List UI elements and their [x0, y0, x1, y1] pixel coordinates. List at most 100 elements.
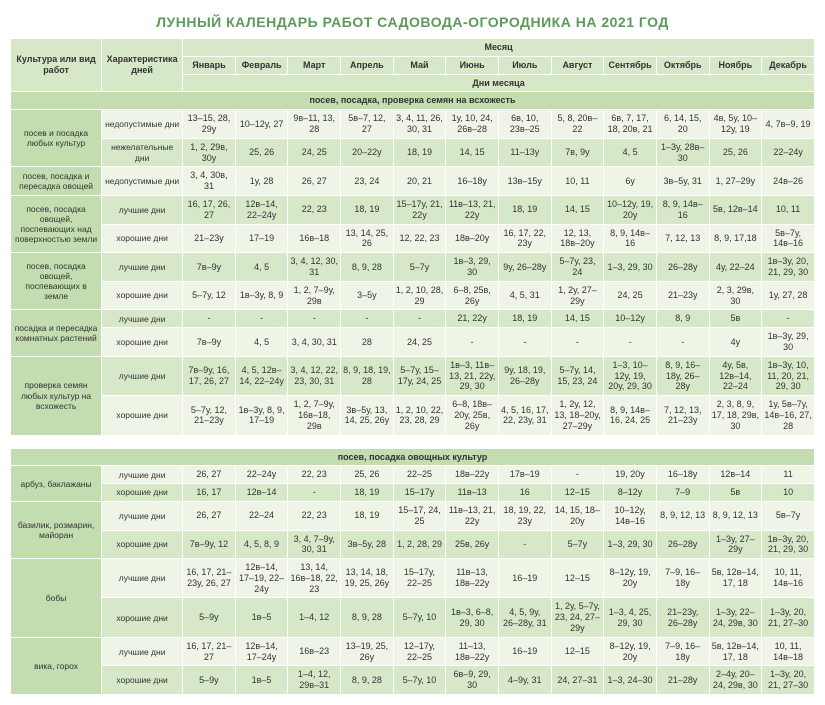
culture-cell: бобы — [11, 559, 102, 638]
col-month: Июнь — [446, 56, 499, 74]
data-cell: 10, 11 — [762, 195, 815, 224]
data-cell: 3, 4, 30, 31 — [288, 328, 341, 357]
table-row: хорошие дни7в–9у4, 53, 4, 30, 312824, 25… — [11, 328, 815, 357]
data-cell: 24в–26 — [762, 167, 815, 196]
char-cell: лучшие дни — [102, 559, 183, 598]
table-row: хорошие дни16, 1712в–14-18, 1915–17у11в–… — [11, 484, 815, 502]
data-cell: 8, 9, 12, 13 — [656, 501, 709, 530]
data-cell: 15–17у, 22–25 — [393, 559, 446, 598]
data-cell: 18, 19, 22, 23у — [498, 501, 551, 530]
data-cell: 7в–9у, 12 — [183, 530, 236, 559]
data-cell: 8, 9, 14в–16, 24, 25 — [604, 396, 657, 435]
table-row: базилик, розмарин, майоранлучшие дни26, … — [11, 501, 815, 530]
data-cell: 1–4, 12 — [288, 598, 341, 637]
data-cell: 11 — [762, 466, 815, 484]
col-month: Март — [288, 56, 341, 74]
data-cell: - — [551, 466, 604, 484]
data-cell: 2–4у, 20–24, 29в, 30 — [709, 666, 762, 695]
data-cell: 10 — [762, 484, 815, 502]
data-cell: 23, 24 — [341, 167, 394, 196]
data-cell: 21–23у, 26–28у — [656, 598, 709, 637]
table-row: хорошие дни5–7у, 12, 21–23у1в–3у, 8, 9, … — [11, 396, 815, 435]
data-cell: 3–5у — [341, 281, 394, 310]
data-cell: 16, 17, 21–27 — [183, 637, 236, 666]
data-cell: 26–28у — [656, 530, 709, 559]
group-month: Месяц — [183, 39, 815, 57]
data-cell: - — [341, 310, 394, 328]
data-cell: 11в–13, 21, 22у — [446, 195, 499, 224]
data-cell: 8–12у, 19, 20у — [604, 637, 657, 666]
data-cell: 8, 9, 28 — [341, 598, 394, 637]
data-cell: 5–7у, 12 — [183, 281, 236, 310]
data-cell: 16, 17 — [183, 484, 236, 502]
char-cell: нежелательные дни — [102, 138, 183, 167]
data-cell: 22, 23 — [288, 466, 341, 484]
data-cell: 25, 26 — [709, 138, 762, 167]
data-cell: 21, 22у — [446, 310, 499, 328]
data-cell: 5–7у, 23, 24 — [551, 253, 604, 282]
data-cell: 11в–13, 21, 22у — [446, 501, 499, 530]
table-row: посев, посадка овощей, поспевающих в зем… — [11, 253, 815, 282]
data-cell: 8–12у, 19, 20у — [604, 559, 657, 598]
col-month: Август — [551, 56, 604, 74]
data-cell: 6–8, 18в–20у, 25в, 26у — [446, 396, 499, 435]
data-cell: 21–28у — [656, 666, 709, 695]
data-cell: 3в–5у, 13, 14, 25, 26у — [341, 396, 394, 435]
data-cell: 4, 7в–9, 19 — [762, 110, 815, 139]
data-cell: 22–24у — [762, 138, 815, 167]
data-cell: 10–12у, 14в–16 — [604, 501, 657, 530]
char-cell: хорошие дни — [102, 666, 183, 695]
culture-cell: посев, посадка и пересадка овощей — [11, 167, 102, 196]
data-cell: 1, 2, 7–9у, 29в — [288, 281, 341, 310]
data-cell: 10–12у, 27 — [235, 110, 288, 139]
data-cell: 6в, 7, 17, 18, 20в, 21 — [604, 110, 657, 139]
data-cell: 5в — [709, 310, 762, 328]
data-cell: 4у — [709, 328, 762, 357]
col-month: Сентябрь — [604, 56, 657, 74]
char-cell: хорошие дни — [102, 224, 183, 253]
data-cell: 16–19 — [498, 559, 551, 598]
data-cell: 5в — [709, 484, 762, 502]
table-head: Культура или вид работ Характеристика дн… — [11, 39, 815, 92]
data-cell: 8, 9, 16–18у, 26–28у — [656, 356, 709, 395]
table-row: хорошие дни5–7у, 121в–3у, 8, 91, 2, 7–9у… — [11, 281, 815, 310]
data-cell: 1у, 28 — [235, 167, 288, 196]
data-cell: 2, 3, 8, 9, 17, 18, 29в, 30 — [709, 396, 762, 435]
data-cell: 1, 2, 10, 28, 29 — [393, 281, 446, 310]
data-cell: 12, 22, 23 — [393, 224, 446, 253]
data-cell: 1–3, 29, 30 — [604, 253, 657, 282]
data-cell: 25в, 26у — [446, 530, 499, 559]
data-cell: 8, 9, 28 — [341, 253, 394, 282]
data-cell: 1, 2, 29в, 30у — [183, 138, 236, 167]
col-month: Январь — [183, 56, 236, 74]
data-cell: 1в–3, 11в–13, 21, 22у, 29, 30 — [446, 356, 499, 395]
data-cell: 18, 19 — [341, 195, 394, 224]
data-cell: 10, 11 — [551, 167, 604, 196]
data-cell: 1, 2у, 27–29у — [551, 281, 604, 310]
data-cell: 18, 19 — [341, 484, 394, 502]
section-label: посев, посадка, проверка семян на всхоже… — [11, 92, 815, 110]
data-cell: 18, 19 — [498, 310, 551, 328]
data-cell: 3, 4, 30в, 31 — [183, 167, 236, 196]
data-cell: 1в–3у, 8, 9 — [235, 281, 288, 310]
data-cell: 1, 27–29у — [709, 167, 762, 196]
data-cell: 24, 27–31 — [551, 666, 604, 695]
data-cell: 1, 2, 10, 22, 23, 28, 29 — [393, 396, 446, 435]
data-cell: 14, 15 — [551, 195, 604, 224]
data-cell: 1в–3, 6–8, 29, 30 — [446, 598, 499, 637]
data-cell: 2, 3, 29в, 30 — [709, 281, 762, 310]
data-cell: 7, 12, 13, 21–23у — [656, 396, 709, 435]
data-cell: 19, 20у — [604, 466, 657, 484]
data-cell: 1в–5 — [235, 666, 288, 695]
data-cell: 5, 8, 20в–22 — [551, 110, 604, 139]
data-cell: 3, 4, 12, 22, 23, 30, 31 — [288, 356, 341, 395]
data-cell: 16–18у — [446, 167, 499, 196]
data-cell: 4в, 5у, 10–12у, 19 — [709, 110, 762, 139]
char-cell: хорошие дни — [102, 281, 183, 310]
col-month: Май — [393, 56, 446, 74]
char-cell: лучшие дни — [102, 637, 183, 666]
data-cell: 1, 2у, 12, 13, 18–20у, 27–29у — [551, 396, 604, 435]
data-cell: - — [498, 328, 551, 357]
col-month: Февраль — [235, 56, 288, 74]
data-cell: 1–3у, 20, 21, 27–30 — [762, 598, 815, 637]
